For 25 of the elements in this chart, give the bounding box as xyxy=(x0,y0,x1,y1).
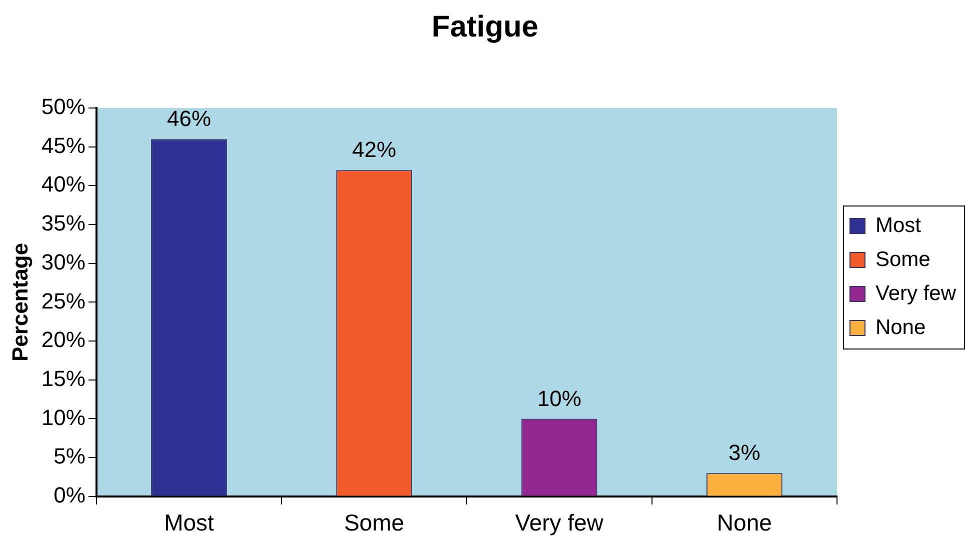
data-label: 42% xyxy=(352,137,396,162)
y-tick-label: 15% xyxy=(41,366,86,391)
y-tick-label: 10% xyxy=(41,404,86,430)
y-tick-label: 20% xyxy=(41,327,86,352)
y-tick-label: 50% xyxy=(41,94,86,120)
data-label: 10% xyxy=(537,386,582,411)
x-tick-label: Some xyxy=(344,510,404,536)
x-tick-label: Very few xyxy=(515,510,604,536)
y-tick-label: 5% xyxy=(54,444,86,469)
x-tick-label: Most xyxy=(164,510,215,536)
legend-label: None xyxy=(875,316,926,339)
y-axis-title: Percentage xyxy=(7,242,32,362)
y-tick-label: 25% xyxy=(41,288,86,314)
data-label: 46% xyxy=(166,106,212,132)
legend-label: Very few xyxy=(875,282,957,305)
y-tick-label: 40% xyxy=(41,172,86,197)
y-tick-label: 45% xyxy=(41,132,86,158)
data-label: 3% xyxy=(728,440,760,466)
chart-title: Fatigue xyxy=(432,10,538,44)
x-tick-label: None xyxy=(716,510,772,536)
y-tick-label: 0% xyxy=(54,482,86,508)
legend-label: Most xyxy=(875,214,922,237)
y-tick-label: 30% xyxy=(41,249,86,274)
legend-label: Some xyxy=(875,248,930,271)
y-tick-label: 35% xyxy=(41,210,86,236)
